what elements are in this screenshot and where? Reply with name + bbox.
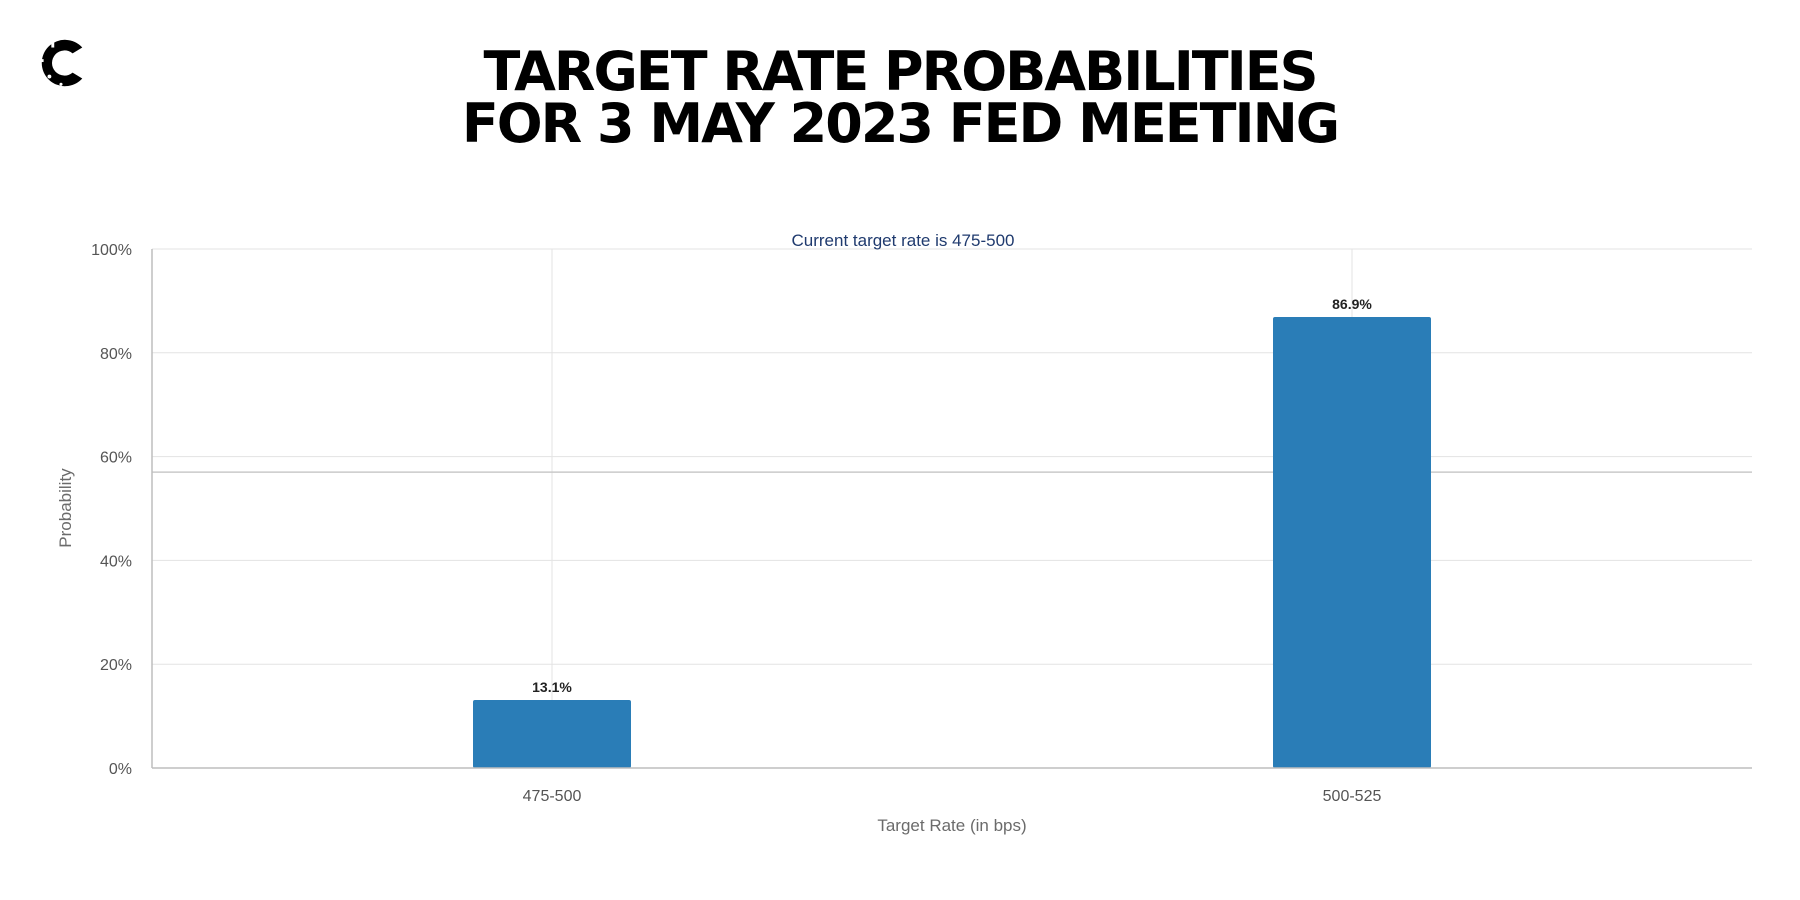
data-label-500-525: 86.9%	[1332, 296, 1372, 312]
x-tick-label-500-525: 500-525	[1323, 788, 1382, 805]
bar-475-500	[473, 700, 631, 768]
y-tick-label: 20%	[100, 657, 132, 674]
y-axis-title: Probability	[56, 468, 75, 548]
data-label-475-500: 13.1%	[532, 679, 572, 695]
cointelegraph-logo-icon	[35, 39, 83, 87]
y-tick-label: 60%	[100, 450, 132, 467]
page-title-line-2: FOR 3 MAY 2023 FED MEETING	[461, 92, 1340, 155]
page-title: TARGET RATE PROBABILITIES FOR 3 MAY 2023…	[0, 40, 1800, 155]
gridlines	[152, 248, 1752, 769]
chart-subtitle: Current target rate is 475-500	[791, 231, 1014, 250]
x-tick-labels: 475-500 500-525	[523, 788, 1382, 805]
bar-500-525	[1273, 316, 1431, 768]
bars	[473, 316, 1431, 768]
data-labels: 13.1% 86.9%	[532, 296, 1372, 695]
y-tick-label: 40%	[100, 553, 132, 570]
page-title-line-1: TARGET RATE PROBABILITIES	[483, 40, 1318, 103]
x-tick-label-475-500: 475-500	[523, 788, 582, 805]
y-tick-label: 80%	[100, 346, 132, 363]
y-tick-label: 100%	[91, 242, 132, 259]
x-axis-title: Target Rate (in bps)	[877, 816, 1026, 835]
y-tick-label: 0%	[109, 761, 132, 778]
y-tick-labels: 0% 20% 40% 60% 80% 100%	[91, 242, 132, 778]
